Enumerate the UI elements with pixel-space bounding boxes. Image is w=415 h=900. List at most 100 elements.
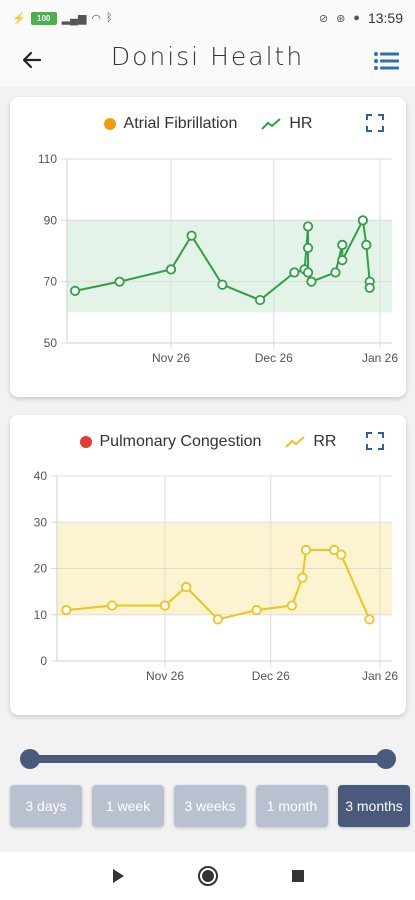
hr-data-point [364, 282, 375, 293]
range-button-3-days[interactable]: 3 days [10, 785, 82, 827]
expand-icon [366, 432, 384, 450]
range-slider-track[interactable] [30, 755, 386, 763]
rr-y-tick-label: 20 [34, 562, 48, 576]
hr-data-point [357, 215, 368, 226]
rr-x-tick-label: Dec 26 [252, 669, 290, 683]
rr-data-point [329, 544, 340, 556]
rr-series-label: RR [313, 433, 337, 450]
hr-data-point [114, 276, 125, 287]
hr-y-tick-label: 70 [44, 275, 58, 289]
afib-indicator: Atrial Fibrillation [103, 115, 238, 133]
status-right: ⊘ ⊛ ● 13:59 [319, 10, 403, 26]
data-saver-icon: ⊛ [336, 12, 346, 25]
nav-home-button[interactable] [196, 864, 220, 888]
hr-expand-button[interactable] [366, 114, 384, 132]
hr-data-point [289, 267, 300, 278]
hr-data-point [361, 239, 372, 250]
rr-expand-button[interactable] [366, 432, 384, 450]
app-bar: Donisi Health [0, 36, 415, 86]
rr-x-tick-label: Jan 26 [362, 669, 398, 683]
range-slider-start-handle[interactable] [20, 749, 40, 769]
rr-y-tick-label: 30 [34, 515, 48, 529]
menu-button[interactable] [373, 48, 401, 74]
sync-icon: ⊘ [318, 12, 329, 25]
rr-data-point [61, 605, 72, 616]
rr-legend-item: RR [285, 433, 336, 451]
hr-data-point [306, 276, 317, 287]
hr-data-point [302, 267, 314, 278]
status-left: ⚡ 100 ▂▄▆ ◠ ᛒ [12, 11, 113, 25]
range-button-1-week[interactable]: 1 week [92, 785, 164, 827]
status-time: 13:59 [367, 10, 403, 26]
rr-y-tick-label: 0 [40, 654, 47, 668]
rr-x-tick-label: Nov 26 [146, 669, 184, 683]
hr-x-tick-label: Dec 26 [255, 351, 293, 365]
hr-data-point [330, 267, 341, 278]
hr-data-point [302, 221, 314, 232]
rr-legend: Pulmonary Congestion RR [10, 431, 406, 453]
range-button-3-weeks[interactable]: 3 weeks [174, 785, 246, 827]
rr-data-point [212, 614, 223, 625]
hr-x-tick-label: Nov 26 [152, 351, 190, 365]
hr-legend-item: HR [261, 115, 312, 133]
congestion-label: Pulmonary Congestion [99, 433, 262, 450]
expand-icon [366, 114, 384, 132]
hr-y-tick-label: 50 [44, 336, 58, 350]
hr-normal-range-band [67, 220, 392, 313]
nav-back-button[interactable] [106, 864, 130, 888]
trend-line-icon [285, 436, 306, 448]
signal-icon: ▂▄▆ [61, 12, 87, 25]
hr-data-point [217, 279, 228, 290]
water-drop-icon: ● [353, 12, 360, 24]
rr-data-point [107, 600, 118, 611]
hr-data-point [186, 230, 197, 241]
range-button-3-months[interactable]: 3 months [338, 785, 410, 827]
rr-data-point [297, 572, 308, 583]
hr-y-tick-label: 110 [38, 152, 57, 166]
back-arrow-icon [22, 51, 42, 69]
hr-data-point [254, 294, 266, 306]
battery-level: 100 [37, 13, 51, 23]
time-range-controls: 3 days 1 week 3 weeks 1 month 3 months [0, 735, 415, 855]
congestion-status-dot [79, 436, 92, 448]
hr-data-point [337, 239, 348, 250]
afib-status-dot [103, 118, 116, 130]
list-menu-icon [374, 52, 399, 70]
battery-icon: 100 [30, 11, 57, 25]
back-button[interactable] [18, 46, 46, 74]
rr-chart: 0 10 20 30 40 Nov 26 Dec 26 Jan 26 [34, 469, 399, 683]
hr-chart-card: Atrial Fibrillation HR 50 70 90 110 Nov 26 De… [10, 97, 406, 397]
rr-data-point [300, 544, 312, 556]
status-bar: ⚡ 100 ▂▄▆ ◠ ᛒ ⊘ ⊛ ● 13:59 [0, 0, 415, 36]
page-title: Donisi Health [110, 42, 305, 71]
system-navigation-bar [0, 852, 415, 900]
range-button-group: 3 days 1 week 3 weeks 1 month 3 months [10, 785, 410, 827]
rr-data-point [286, 600, 297, 611]
rr-y-tick-label: 10 [34, 608, 48, 622]
rr-y-tick-label: 40 [34, 469, 48, 483]
rr-data-point [159, 600, 171, 611]
range-button-1-month[interactable]: 1 month [256, 785, 328, 827]
trend-line-icon [261, 118, 282, 130]
hr-data-point [337, 255, 348, 266]
congestion-indicator: Pulmonary Congestion [79, 433, 262, 451]
hr-data-point [302, 242, 314, 254]
hr-data-point [69, 285, 81, 296]
stop-square-icon [291, 870, 304, 882]
hr-y-tick-label: 90 [44, 213, 58, 227]
afib-label: Atrial Fibrillation [123, 115, 238, 132]
play-triangle-icon [112, 869, 124, 883]
rr-data-point [364, 614, 375, 625]
hr-data-point [165, 264, 177, 275]
hr-series-label: HR [289, 115, 313, 132]
home-circle-icon [197, 866, 218, 886]
hr-legend: Atrial Fibrillation HR [10, 113, 406, 135]
bluetooth-icon: ᛒ [106, 12, 113, 24]
rr-chart-card: Pulmonary Congestion RR 0 10 20 30 40 Nov 26 D… [10, 415, 406, 715]
range-slider-end-handle[interactable] [376, 749, 396, 769]
wifi-icon: ◠ [91, 12, 102, 25]
nav-recents-button[interactable] [286, 864, 310, 888]
rr-data-point [181, 581, 192, 593]
hr-chart: 50 70 90 110 Nov 26 Dec 26 Jan 26 [38, 152, 398, 365]
hr-x-tick-label: Jan 26 [362, 351, 398, 365]
